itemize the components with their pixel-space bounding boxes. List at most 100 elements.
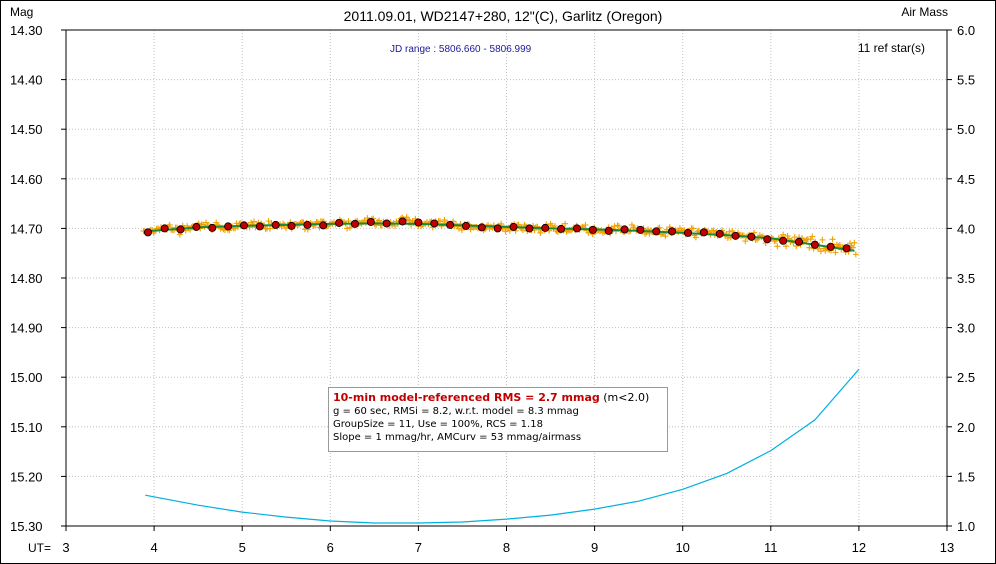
right-tick-label: 1.5 bbox=[957, 469, 975, 484]
raw-point bbox=[692, 234, 699, 241]
right-tick-label: 2.0 bbox=[957, 420, 975, 435]
airmass-curve bbox=[145, 368, 860, 524]
x-tick-label: 9 bbox=[591, 540, 598, 555]
rms-note: (m<2.0) bbox=[599, 391, 650, 404]
binned-point bbox=[461, 221, 470, 230]
raw-point bbox=[346, 224, 353, 231]
right-tick-label: 1.0 bbox=[957, 519, 975, 534]
binned-point bbox=[255, 222, 264, 231]
x-tick-label: 5 bbox=[239, 540, 246, 555]
left-tick-label: 14.50 bbox=[10, 122, 43, 137]
right-tick-label: 6.0 bbox=[957, 23, 975, 38]
raw-point bbox=[166, 221, 173, 228]
left-tick-label: 14.40 bbox=[10, 73, 43, 88]
right-tick-label: 3.0 bbox=[957, 321, 975, 336]
x-tick-label: 4 bbox=[150, 540, 157, 555]
right-tick-label: 4.5 bbox=[957, 172, 975, 187]
binned-point bbox=[779, 236, 788, 245]
raw-point bbox=[251, 218, 258, 225]
raw-point bbox=[537, 229, 544, 236]
left-tick-label: 14.60 bbox=[10, 172, 43, 187]
binned-point bbox=[224, 222, 233, 231]
right-tick-labels: 6.0 5.5 5.0 4.5 4.0 3.5 3.0 2.5 2.0 1.5 1.0 bbox=[957, 23, 975, 534]
right-tick-label: 2.5 bbox=[957, 370, 975, 385]
binned-point bbox=[319, 221, 328, 230]
binned-point bbox=[287, 221, 296, 230]
binned-point bbox=[303, 220, 312, 229]
binned-point bbox=[239, 221, 248, 230]
binned-point bbox=[350, 219, 359, 228]
binned-point bbox=[335, 218, 344, 227]
raw-point bbox=[266, 225, 273, 232]
binned-point bbox=[588, 225, 597, 234]
x-axis-label: UT= bbox=[28, 541, 51, 555]
binned-point bbox=[382, 219, 391, 228]
x-tick-label: 11 bbox=[764, 540, 778, 555]
raw-point bbox=[690, 225, 697, 232]
x-tick-label: 6 bbox=[327, 540, 334, 555]
binned-point bbox=[430, 219, 439, 228]
x-tick-label: 13 bbox=[940, 540, 954, 555]
model-curve bbox=[145, 222, 855, 252]
binned-point bbox=[636, 225, 645, 234]
right-axis-label: Air Mass bbox=[901, 5, 948, 19]
binned-point bbox=[683, 228, 692, 237]
model-line bbox=[145, 222, 855, 252]
x-tick-label: 8 bbox=[503, 540, 510, 555]
binned-point bbox=[414, 218, 423, 227]
left-tick-label: 14.80 bbox=[10, 271, 43, 286]
raw-point bbox=[203, 219, 210, 226]
ref-stars-count: 11 ref star(s) bbox=[858, 41, 925, 55]
raw-point bbox=[614, 222, 621, 229]
left-tick-label: 14.30 bbox=[10, 23, 43, 38]
raw-point bbox=[344, 225, 351, 232]
x-tick-labels: 3 4 5 6 7 8 9 10 11 12 13 bbox=[62, 540, 954, 555]
binned-points bbox=[143, 217, 851, 253]
raw-point bbox=[628, 221, 635, 228]
raw-point bbox=[562, 220, 569, 227]
left-tick-label: 14.70 bbox=[10, 221, 43, 236]
raw-point bbox=[710, 227, 717, 234]
binned-point bbox=[747, 232, 756, 241]
raw-point bbox=[437, 218, 444, 225]
binned-point bbox=[763, 235, 772, 244]
raw-point bbox=[662, 233, 669, 240]
statistics-box: 10-min model-referenced RMS = 2.7 mmag (… bbox=[328, 387, 668, 452]
binned-point bbox=[715, 229, 724, 238]
right-tick-label: 3.5 bbox=[957, 271, 975, 286]
raw-point bbox=[455, 225, 462, 232]
x-tick-label: 12 bbox=[852, 540, 866, 555]
binned-point bbox=[493, 224, 502, 233]
raw-point bbox=[851, 239, 858, 246]
right-tick-label: 4.0 bbox=[957, 221, 975, 236]
raw-point bbox=[615, 223, 622, 230]
left-tick-label: 14.90 bbox=[10, 321, 43, 336]
raw-point bbox=[783, 243, 790, 250]
chart-title: 2011.09.01, WD2147+280, 12"(C), Garlitz … bbox=[344, 8, 663, 24]
raw-point bbox=[819, 236, 826, 243]
binned-point bbox=[208, 223, 217, 232]
x-tick-label: 3 bbox=[62, 540, 69, 555]
raw-point bbox=[506, 227, 513, 234]
raw-point bbox=[780, 231, 787, 238]
right-tick-label: 5.5 bbox=[957, 73, 975, 88]
binned-point bbox=[541, 223, 550, 232]
raw-point bbox=[809, 233, 816, 240]
jd-range: JD range : 5806.660 - 5806.999 bbox=[390, 44, 532, 55]
binned-point bbox=[477, 223, 486, 232]
binned-point bbox=[557, 224, 566, 233]
binned-point bbox=[620, 225, 629, 234]
rms-label: 10-min model-referenced RMS = 2.7 mmag bbox=[333, 391, 600, 404]
raw-point bbox=[726, 228, 733, 235]
binned-point bbox=[668, 227, 677, 236]
binned-point bbox=[794, 237, 803, 246]
right-tick-label: 5.0 bbox=[957, 122, 975, 137]
binned-point bbox=[826, 242, 835, 251]
left-tick-label: 15.00 bbox=[10, 370, 43, 385]
airmass-line bbox=[145, 368, 860, 524]
raw-point bbox=[742, 238, 749, 245]
binned-point bbox=[810, 240, 819, 249]
binned-point bbox=[525, 224, 534, 233]
